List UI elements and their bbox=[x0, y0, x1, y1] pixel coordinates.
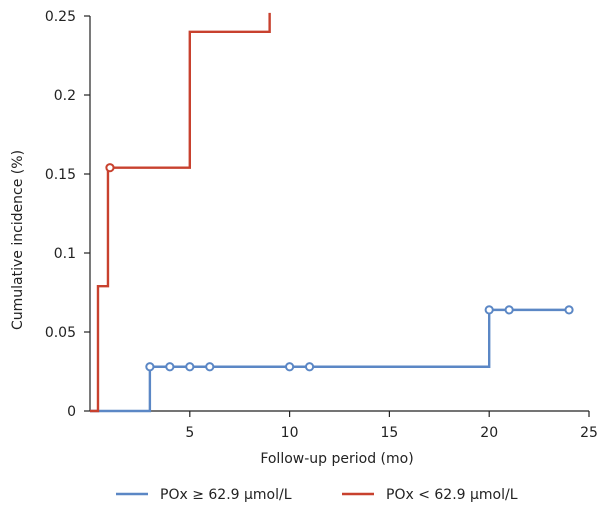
x-tick-label: 25 bbox=[580, 425, 598, 441]
y-tick-label: 0.1 bbox=[54, 246, 76, 262]
axes-layer: 5 10 15 20 25 0 0.05 0.1 0.15 0.2 0.25 bbox=[45, 9, 598, 441]
y-tick-label: 0.15 bbox=[45, 167, 76, 183]
x-tick-label: 10 bbox=[281, 425, 299, 441]
y-tick-label: 0.2 bbox=[54, 88, 76, 104]
censor-marker bbox=[504, 305, 514, 315]
censor-marker bbox=[564, 305, 574, 315]
x-tick-label: 20 bbox=[480, 425, 498, 441]
series-2 bbox=[90, 12, 271, 413]
censor-marker bbox=[304, 362, 315, 372]
censor-marker bbox=[165, 362, 175, 372]
y-tick-label: 0.25 bbox=[45, 9, 76, 25]
censor-marker bbox=[484, 305, 494, 315]
legend: POx ≥ 62.9 μmol/L POx < 62.9 μmol/L bbox=[116, 487, 518, 503]
y-tick-label: 0.05 bbox=[45, 325, 76, 341]
legend-item-2: POx < 62.9 μmol/L bbox=[342, 487, 518, 503]
censor-marker bbox=[285, 362, 295, 372]
x-axis-title: Follow-up period (mo) bbox=[260, 451, 413, 467]
legend-label: POx ≥ 62.9 μmol/L bbox=[160, 487, 292, 503]
series-line bbox=[90, 12, 271, 413]
series-1 bbox=[90, 305, 574, 413]
censor-marker bbox=[105, 163, 115, 173]
legend-item-1: POx ≥ 62.9 μmol/L bbox=[116, 487, 292, 503]
censor-marker bbox=[205, 362, 215, 372]
series-layer bbox=[90, 12, 574, 413]
y-axis-title: Cumulative incidence (%) bbox=[10, 150, 26, 330]
legend-label: POx < 62.9 μmol/L bbox=[386, 487, 518, 503]
x-tick-label: 5 bbox=[185, 425, 194, 441]
censor-marker bbox=[145, 362, 155, 372]
censor-marker bbox=[185, 362, 195, 372]
x-tick-label: 15 bbox=[380, 425, 398, 441]
series-line bbox=[90, 308, 570, 413]
y-tick-label: 0 bbox=[67, 404, 76, 420]
